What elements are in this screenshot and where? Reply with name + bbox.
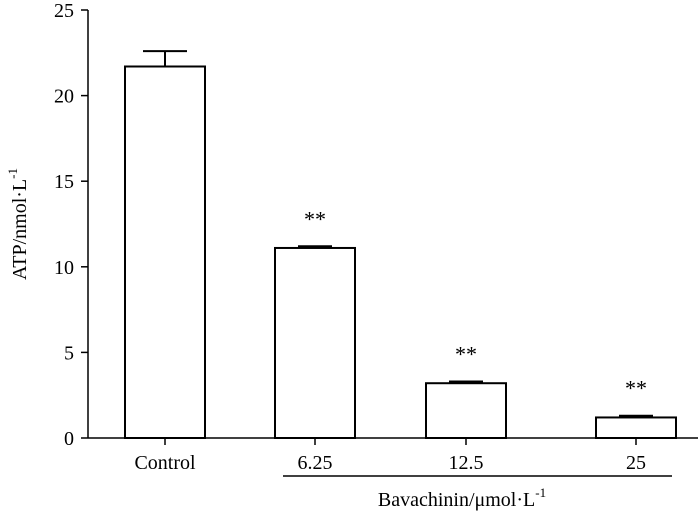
bar	[124, 65, 206, 439]
category-label: Control	[134, 452, 196, 474]
y-tick-label: 20	[54, 86, 74, 108]
significance-labels: ** ** **	[304, 206, 647, 400]
y-tick-label: 25	[54, 0, 74, 22]
bar	[595, 416, 677, 439]
category-label: 6.25	[298, 452, 333, 474]
category-label: 12.5	[449, 452, 484, 474]
x-group-label-superscript: -1	[535, 485, 546, 500]
significance-label: **	[625, 376, 647, 401]
y-ticks: 0 5 10 15 20 25	[54, 0, 88, 450]
y-axis-label-superscript: -1	[5, 168, 20, 179]
y-axis-label: ATP/nmol·L-1	[5, 168, 31, 280]
y-axis-label-text: ATP/nmol·L	[9, 179, 31, 280]
y-tick-label: 5	[64, 342, 74, 364]
category-label: 25	[626, 452, 646, 474]
y-tick-label: 10	[54, 257, 74, 279]
bar	[274, 246, 356, 439]
significance-label: **	[304, 206, 326, 231]
y-tick-label: 15	[54, 171, 74, 193]
bar	[425, 382, 507, 440]
x-group-label-text: Bavachinin/μmol·L	[378, 489, 535, 511]
bars	[124, 50, 677, 440]
category-labels: Control 6.25 12.5 25	[134, 438, 646, 474]
significance-label: **	[455, 342, 477, 367]
y-tick-label: 0	[64, 428, 74, 450]
x-group-label: Bavachinin/μmol·L-1	[378, 485, 546, 511]
